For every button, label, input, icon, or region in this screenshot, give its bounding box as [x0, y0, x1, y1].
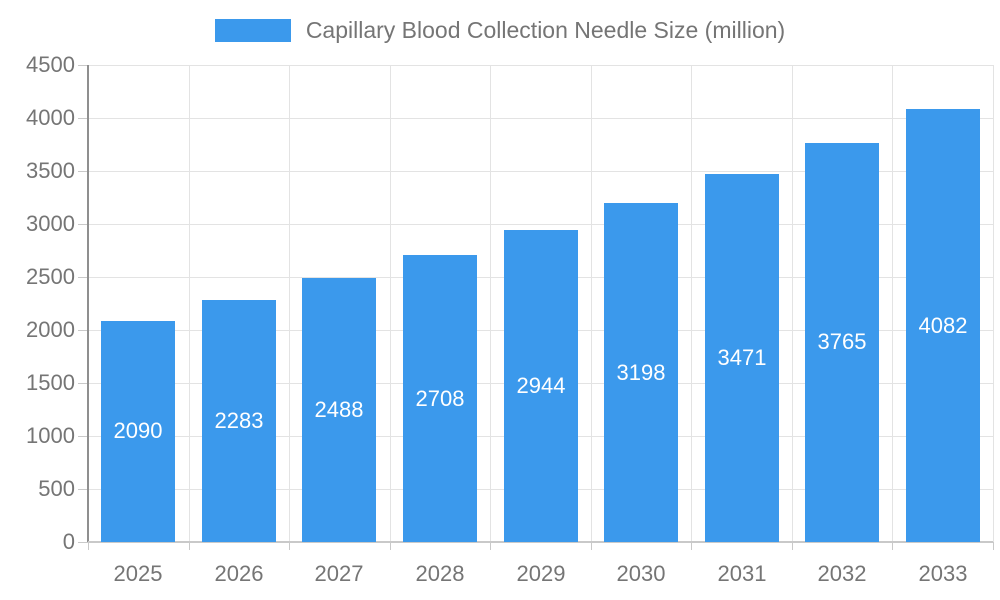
x-tick-label: 2031	[717, 561, 767, 586]
x-axis-tick	[88, 542, 89, 550]
gridline-vertical	[892, 65, 893, 542]
legend-label[interactable]: Capillary Blood Collection Needle Size (…	[305, 17, 786, 43]
y-axis-tick	[78, 277, 88, 278]
y-axis-line	[87, 65, 89, 542]
bar: 2708	[403, 255, 477, 542]
x-tick-label: 2028	[415, 561, 465, 586]
gridline-vertical	[390, 65, 391, 542]
x-tick-label: 2027	[314, 561, 364, 586]
x-axis-tick	[289, 542, 290, 550]
y-axis-tick	[78, 330, 88, 331]
bar: 2488	[302, 278, 376, 542]
gridline-vertical	[691, 65, 692, 542]
x-axis-tick	[591, 542, 592, 550]
x-axis-tick	[792, 542, 793, 550]
bar-value-label: 3765	[817, 329, 867, 355]
y-axis-tick	[78, 65, 88, 66]
bar-value-label: 2283	[214, 408, 264, 433]
x-axis-line	[88, 541, 993, 543]
y-axis-tick	[78, 542, 88, 543]
bar: 4082	[906, 109, 980, 542]
y-tick-label: 1500	[26, 370, 75, 395]
bar: 2944	[504, 229, 578, 542]
y-axis-tick	[78, 383, 88, 384]
x-axis-tick	[189, 542, 190, 550]
gridline-horizontal	[88, 118, 993, 119]
x-axis-tick	[691, 542, 692, 550]
gridline-horizontal	[88, 224, 993, 225]
bar-value-label: 4082	[918, 312, 968, 338]
bar: 3471	[705, 174, 779, 542]
y-axis-tick	[78, 436, 88, 437]
x-tick-label: 2026	[214, 561, 264, 586]
gridline-vertical	[993, 65, 994, 542]
legend-swatch[interactable]	[214, 19, 291, 42]
y-tick-label: 4500	[26, 52, 75, 77]
bar-value-label: 2090	[113, 418, 163, 444]
gridline-vertical	[289, 65, 290, 542]
bar-value-label: 3471	[717, 345, 767, 371]
y-tick-label: 3000	[26, 211, 75, 236]
bar: 2090	[101, 320, 175, 542]
y-tick-label: 0	[62, 529, 75, 554]
y-axis-tick	[78, 224, 88, 225]
y-tick-label: 2000	[26, 317, 75, 342]
x-axis-tick	[390, 542, 391, 550]
y-tick-label: 3500	[26, 158, 75, 183]
y-axis-tick	[78, 489, 88, 490]
y-tick-label: 500	[38, 476, 75, 501]
bar: 3765	[805, 142, 879, 542]
bar-value-label: 3198	[616, 359, 666, 385]
bar-value-label: 2488	[314, 397, 364, 423]
bar-value-label: 2708	[415, 385, 465, 411]
y-tick-label: 4000	[26, 105, 75, 130]
x-tick-label: 2025	[113, 561, 163, 586]
gridline-horizontal	[88, 171, 993, 172]
x-axis-tick	[490, 542, 491, 550]
x-tick-label: 2030	[616, 561, 666, 586]
bar: 2283	[202, 300, 276, 542]
bar: 3198	[604, 203, 678, 542]
x-axis-tick	[993, 542, 994, 550]
chart-legend: Capillary Blood Collection Needle Size (…	[0, 17, 1000, 44]
bar-value-label: 2944	[516, 372, 566, 398]
y-axis-tick	[78, 171, 88, 172]
gridline-vertical	[490, 65, 491, 542]
gridline-vertical	[792, 65, 793, 542]
y-axis-tick	[78, 118, 88, 119]
x-axis-tick	[892, 542, 893, 550]
gridline-vertical	[591, 65, 592, 542]
gridline-vertical	[189, 65, 190, 542]
y-tick-label: 1000	[26, 423, 75, 448]
y-tick-label: 2500	[26, 264, 75, 289]
gridline-horizontal	[88, 65, 993, 66]
x-tick-label: 2029	[516, 561, 566, 586]
x-tick-label: 2033	[918, 561, 968, 586]
x-tick-label: 2032	[817, 561, 867, 586]
